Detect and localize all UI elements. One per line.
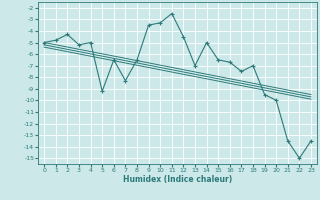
- X-axis label: Humidex (Indice chaleur): Humidex (Indice chaleur): [123, 175, 232, 184]
